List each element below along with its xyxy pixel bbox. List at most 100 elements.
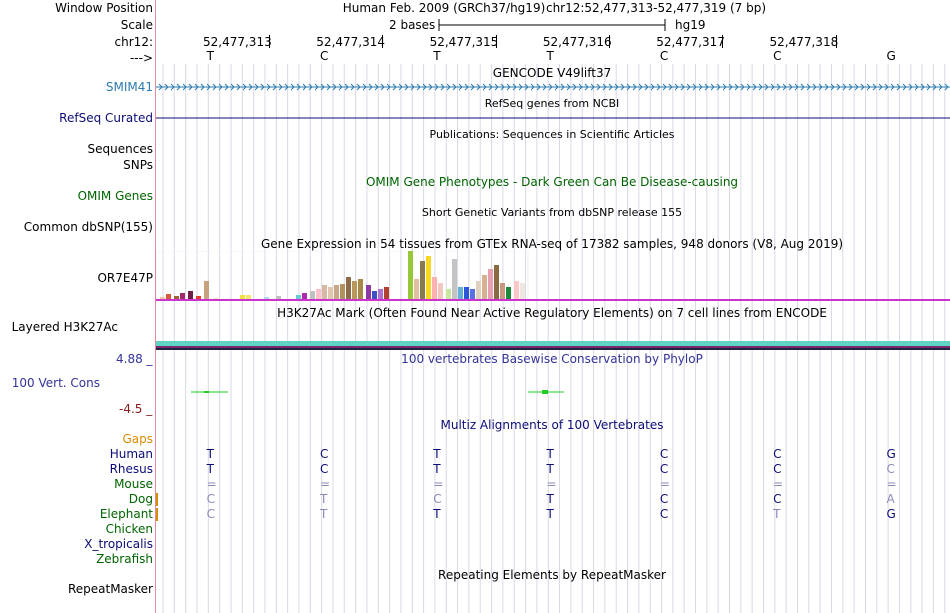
dbsnp-title: Short Genetic Variants from dbSNP releas… bbox=[421, 206, 683, 219]
gtex-tissue-bar[interactable] bbox=[358, 279, 363, 299]
gtex-tissue-bar[interactable] bbox=[446, 289, 451, 299]
gtex-tissue-bar[interactable] bbox=[464, 287, 469, 299]
strand-chevron bbox=[890, 83, 895, 91]
alignment-base: T bbox=[546, 507, 554, 521]
strand-chevron bbox=[236, 83, 241, 91]
strand-chevron bbox=[398, 83, 403, 91]
gtex-tissue-bar[interactable] bbox=[316, 289, 321, 299]
gtex-tissue-bar[interactable] bbox=[482, 275, 487, 299]
gtex-tissue-bar[interactable] bbox=[458, 287, 463, 299]
strand-chevron bbox=[170, 83, 175, 91]
strand-chevron bbox=[566, 83, 571, 91]
gtex-tissue-bar[interactable] bbox=[204, 281, 209, 299]
gtex-tissue-bar[interactable] bbox=[328, 287, 333, 299]
gtex-tissue-bar[interactable] bbox=[384, 287, 389, 299]
species-label[interactable]: Zebrafish bbox=[96, 552, 153, 566]
track-label-gtex[interactable]: OR7E47P bbox=[97, 271, 153, 285]
strand-chevron bbox=[536, 83, 541, 91]
track-label-phylop[interactable]: 100 Vert. Cons bbox=[11, 376, 100, 390]
gtex-tissue-bar[interactable] bbox=[494, 265, 499, 299]
gtex-tissue-bar[interactable] bbox=[180, 293, 185, 299]
strand-chevron bbox=[716, 83, 721, 91]
track-label-refseq[interactable]: RefSeq Curated bbox=[59, 111, 153, 125]
strand-chevron bbox=[620, 83, 625, 91]
strand-chevron bbox=[578, 83, 583, 91]
species-label[interactable]: Chicken bbox=[105, 522, 153, 536]
coordinate-label: 52,477,313 bbox=[203, 35, 272, 49]
gtex-tissue-bar[interactable] bbox=[476, 281, 481, 299]
gtex-tissue-bar[interactable] bbox=[264, 297, 269, 299]
gtex-tissue-bar[interactable] bbox=[420, 261, 425, 299]
gtex-tissue-bar[interactable] bbox=[506, 287, 511, 299]
gtex-tissue-bar[interactable] bbox=[452, 259, 457, 299]
strand-chevron bbox=[614, 83, 619, 91]
gtex-tissue-bar[interactable] bbox=[174, 296, 179, 299]
refseq-feature-line[interactable] bbox=[156, 116, 950, 120]
gtex-tissue-bar[interactable] bbox=[432, 277, 437, 299]
gtex-tissue-bar[interactable] bbox=[470, 289, 475, 299]
smim41-gene-feature[interactable] bbox=[156, 82, 950, 92]
gtex-tissue-bar[interactable] bbox=[408, 251, 413, 299]
gtex-tissue-bar[interactable] bbox=[520, 283, 525, 299]
alignment-base: C bbox=[319, 447, 329, 461]
gtex-tissue-bar[interactable] bbox=[302, 293, 307, 299]
strand-chevron bbox=[866, 83, 871, 91]
gtex-tissue-bar[interactable] bbox=[378, 289, 383, 299]
gtex-tissue-bar[interactable] bbox=[346, 277, 351, 299]
gtex-bar-chart[interactable] bbox=[156, 251, 950, 303]
alignment-base: T bbox=[773, 507, 781, 521]
gtex-tissue-bar[interactable] bbox=[352, 281, 357, 299]
gtex-tissue-bar[interactable] bbox=[196, 296, 201, 299]
gtex-tissue-bar[interactable] bbox=[372, 291, 377, 299]
gtex-tissue-bar[interactable] bbox=[322, 285, 327, 299]
alignment-base: C bbox=[773, 492, 782, 506]
gtex-tissue-bar[interactable] bbox=[240, 295, 245, 299]
species-label[interactable]: Dog bbox=[128, 492, 153, 506]
strand-chevron bbox=[548, 83, 553, 91]
track-label-snps[interactable]: SNPs bbox=[123, 158, 153, 172]
gtex-tissue-bar[interactable] bbox=[500, 283, 505, 299]
species-label[interactable]: Human bbox=[109, 447, 153, 461]
gtex-tissue-bar[interactable] bbox=[246, 295, 251, 299]
alignment-base: C bbox=[886, 462, 895, 476]
species-label[interactable]: Rhesus bbox=[109, 462, 153, 476]
strand-chevron bbox=[608, 83, 613, 91]
gtex-tissue-bar[interactable] bbox=[160, 297, 165, 299]
h3k27ac-signal[interactable] bbox=[156, 341, 950, 351]
gtex-tissue-bar[interactable] bbox=[514, 281, 519, 299]
species-label[interactable]: Elephant bbox=[99, 507, 153, 521]
phylop-signal[interactable] bbox=[156, 390, 950, 396]
track-label-smim41[interactable]: SMIM41 bbox=[105, 80, 153, 94]
species-label[interactable]: Mouse bbox=[114, 477, 153, 491]
species-label[interactable]: X_tropicalis bbox=[84, 537, 153, 551]
gtex-tissue-bar[interactable] bbox=[276, 296, 281, 299]
gtex-tissue-bar[interactable] bbox=[340, 284, 345, 299]
track-label-omim[interactable]: OMIM Genes bbox=[77, 189, 153, 203]
gtex-tissue-bar[interactable] bbox=[438, 283, 443, 299]
gtex-tissue-bar[interactable] bbox=[166, 294, 171, 299]
track-label-dbsnp[interactable]: Common dbSNP(155) bbox=[23, 220, 153, 234]
gtex-tissue-bar[interactable] bbox=[310, 291, 315, 299]
track-label-h3k27ac[interactable]: Layered H3K27Ac bbox=[11, 320, 118, 334]
strand-chevron bbox=[656, 83, 661, 91]
strand-chevron bbox=[380, 83, 385, 91]
gtex-tissue-bar[interactable] bbox=[414, 279, 419, 299]
strand-chevron bbox=[770, 83, 775, 91]
reference-base: C bbox=[773, 49, 782, 63]
gtex-tissue-bar[interactable] bbox=[488, 269, 493, 299]
gtex-tissue-bar[interactable] bbox=[296, 295, 301, 299]
strand-chevron bbox=[560, 83, 565, 91]
gtex-tissue-bar[interactable] bbox=[188, 291, 193, 299]
track-label-gaps[interactable]: Gaps bbox=[122, 432, 153, 446]
alignment-base: C bbox=[206, 492, 216, 506]
strand-chevron bbox=[188, 83, 193, 91]
track-label-repeatmasker[interactable]: RepeatMasker bbox=[67, 582, 153, 596]
multiz-title: Multiz Alignments of 100 Vertebrates bbox=[440, 418, 664, 432]
gtex-tissue-bar[interactable] bbox=[214, 298, 219, 299]
gtex-tissue-bar[interactable] bbox=[426, 256, 431, 299]
track-label-sequences[interactable]: Sequences bbox=[87, 142, 153, 156]
gtex-tissue-bar[interactable] bbox=[334, 285, 339, 299]
strand-chevron bbox=[854, 83, 859, 91]
gtex-tissue-bar[interactable] bbox=[366, 285, 371, 299]
